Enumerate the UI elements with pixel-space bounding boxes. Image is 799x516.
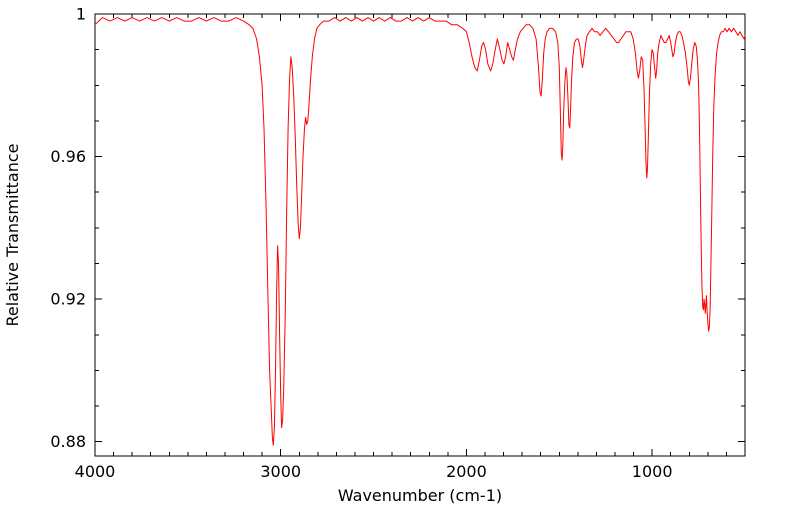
y-tick-label: 0.92 [50,290,86,309]
x-axis-label: Wavenumber (cm-1) [337,486,503,505]
x-tick-label: 4000 [75,462,116,481]
x-tick-label: 1000 [632,462,673,481]
y-tick-label: 1 [76,5,86,24]
y-tick-label: 0.96 [50,147,86,166]
spectrum-line [94,17,746,446]
y-axis-label: Relative Transmittance [3,143,22,327]
y-tick-label: 0.88 [50,432,86,451]
plot-frame [94,13,746,457]
x-tick-label: 3000 [260,462,301,481]
x-tick-label: 2000 [446,462,487,481]
